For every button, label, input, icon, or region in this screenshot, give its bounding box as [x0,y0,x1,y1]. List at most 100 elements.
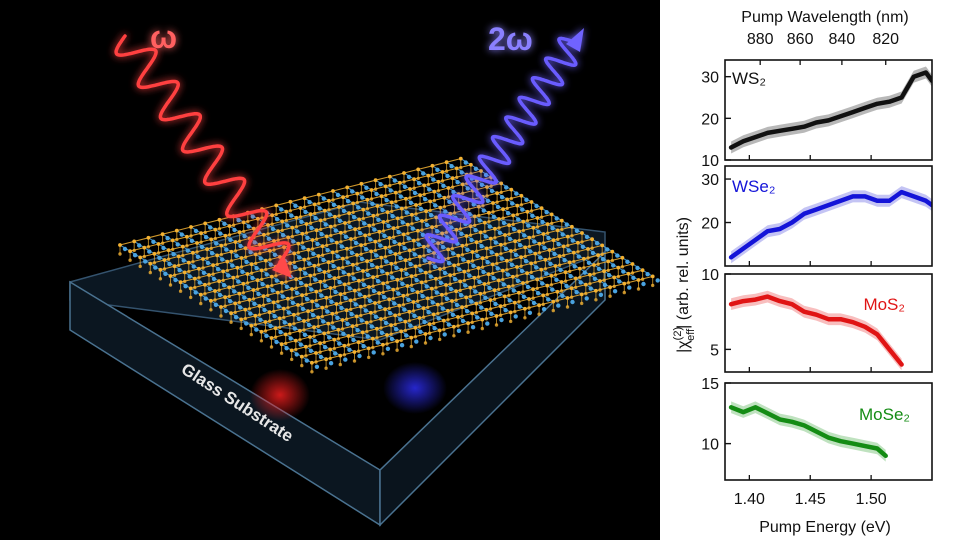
chalcogen-atom [371,275,375,280]
chalcogen-atom [379,326,383,330]
series-line [728,405,888,459]
chalcogen-atom [306,318,310,322]
lattice-bond [383,217,398,223]
lattice-bond [575,274,591,279]
metal-atom [459,231,464,236]
chalcogen-atom [492,297,497,301]
chalcogen-atom [245,272,250,276]
lattice-bond [433,310,449,315]
metal-atom [554,216,559,221]
metal-atom [392,178,397,183]
lattice-bond [419,313,434,319]
chalcogen-atom [324,234,329,239]
lattice-bond [496,189,512,194]
metal-atom [331,264,336,269]
chalcogen-atom [233,249,238,253]
chalcogen-atom [359,313,363,318]
lattice-bond [348,331,363,337]
lattice-bond [344,341,359,347]
metal-atom [631,275,636,280]
data-point [839,199,842,203]
data-point [778,299,782,303]
metal-atom [201,270,207,275]
lattice-bond [486,182,502,188]
metal-atom [504,185,509,190]
lattice-bond [599,276,615,282]
chalcogen-atom [336,337,341,341]
chalcogen-atom [430,173,435,177]
metal-atom [327,335,332,340]
lattice-bond [312,235,327,241]
metal-atom [441,183,446,188]
metal-atom [546,297,551,302]
chalcogen-atom [565,296,570,300]
metal-atom [534,265,539,270]
metal-atom [451,251,456,256]
chalcogen-atom [352,288,357,293]
chalcogen-atom [497,217,501,221]
chalcogen-atom [201,266,205,270]
chalcogen-atom [460,305,464,310]
chalcogen-atom [193,285,197,290]
lattice-bond [301,352,317,358]
chalcogen-atom [651,283,655,288]
metal-atom [240,269,245,274]
chalcogen-atom [361,207,366,212]
lattice-bond [518,288,534,294]
chalcogen-atom [306,247,311,252]
lattice-bond [517,201,532,207]
metal-atom [469,299,474,304]
chalcogen-atom [326,269,331,273]
chalcogen-atom [468,224,473,229]
chalcogen-atom [217,217,222,222]
metal-atom [460,318,466,324]
lattice-bond [170,271,185,277]
chalcogen-atom [356,349,361,353]
chalcogen-atom [456,262,460,267]
metal-atom [471,202,476,207]
chalcogen-atom [395,339,399,344]
lattice-bond [435,274,451,280]
chalcogen-atom [529,261,534,266]
chalcogen-atom [424,279,428,284]
chalcogen-atom [183,279,187,284]
chalcogen-atom [598,288,602,292]
chalcogen-atom [365,268,369,272]
chalcogen-atom [572,259,576,264]
lattice-bond [172,236,188,241]
metal-atom [226,273,231,278]
metal-atom [302,332,308,337]
chalcogen-atom [247,307,252,311]
chalcogen-atom [259,268,264,273]
metal-atom [473,166,479,171]
chalcogen-atom [331,259,335,264]
chalcogen-atom [454,166,459,171]
lattice-bond [360,241,376,246]
lattice-bond [314,261,329,267]
chalcogen-atom [521,281,525,285]
chalcogen-atom [584,291,588,296]
chalcogen-atom [527,306,531,310]
chalcogen-atom [508,310,513,315]
lattice-bond [305,342,321,348]
metal-atom [414,278,419,283]
chalcogen-atom [417,254,422,259]
chalcogen-atom [385,333,389,337]
chalcogen-atom [444,230,448,235]
chalcogen-atom [381,352,385,356]
chalcogen-atom [287,322,292,327]
chalcogen-atom [470,250,475,254]
metal-atom [355,328,360,333]
lattice-bond [300,203,315,209]
chalcogen-atom [381,342,385,347]
metal-atom [475,253,480,259]
metal-atom [422,258,427,263]
chalcogen-atom [509,249,513,253]
chalcogen-atom [436,241,440,246]
chalcogen-atom [620,265,625,269]
chalcogen-atom [300,231,305,236]
chalcogen-atom [300,293,304,298]
chalcogen-atom [612,284,616,289]
chalcogen-atom [296,250,300,255]
